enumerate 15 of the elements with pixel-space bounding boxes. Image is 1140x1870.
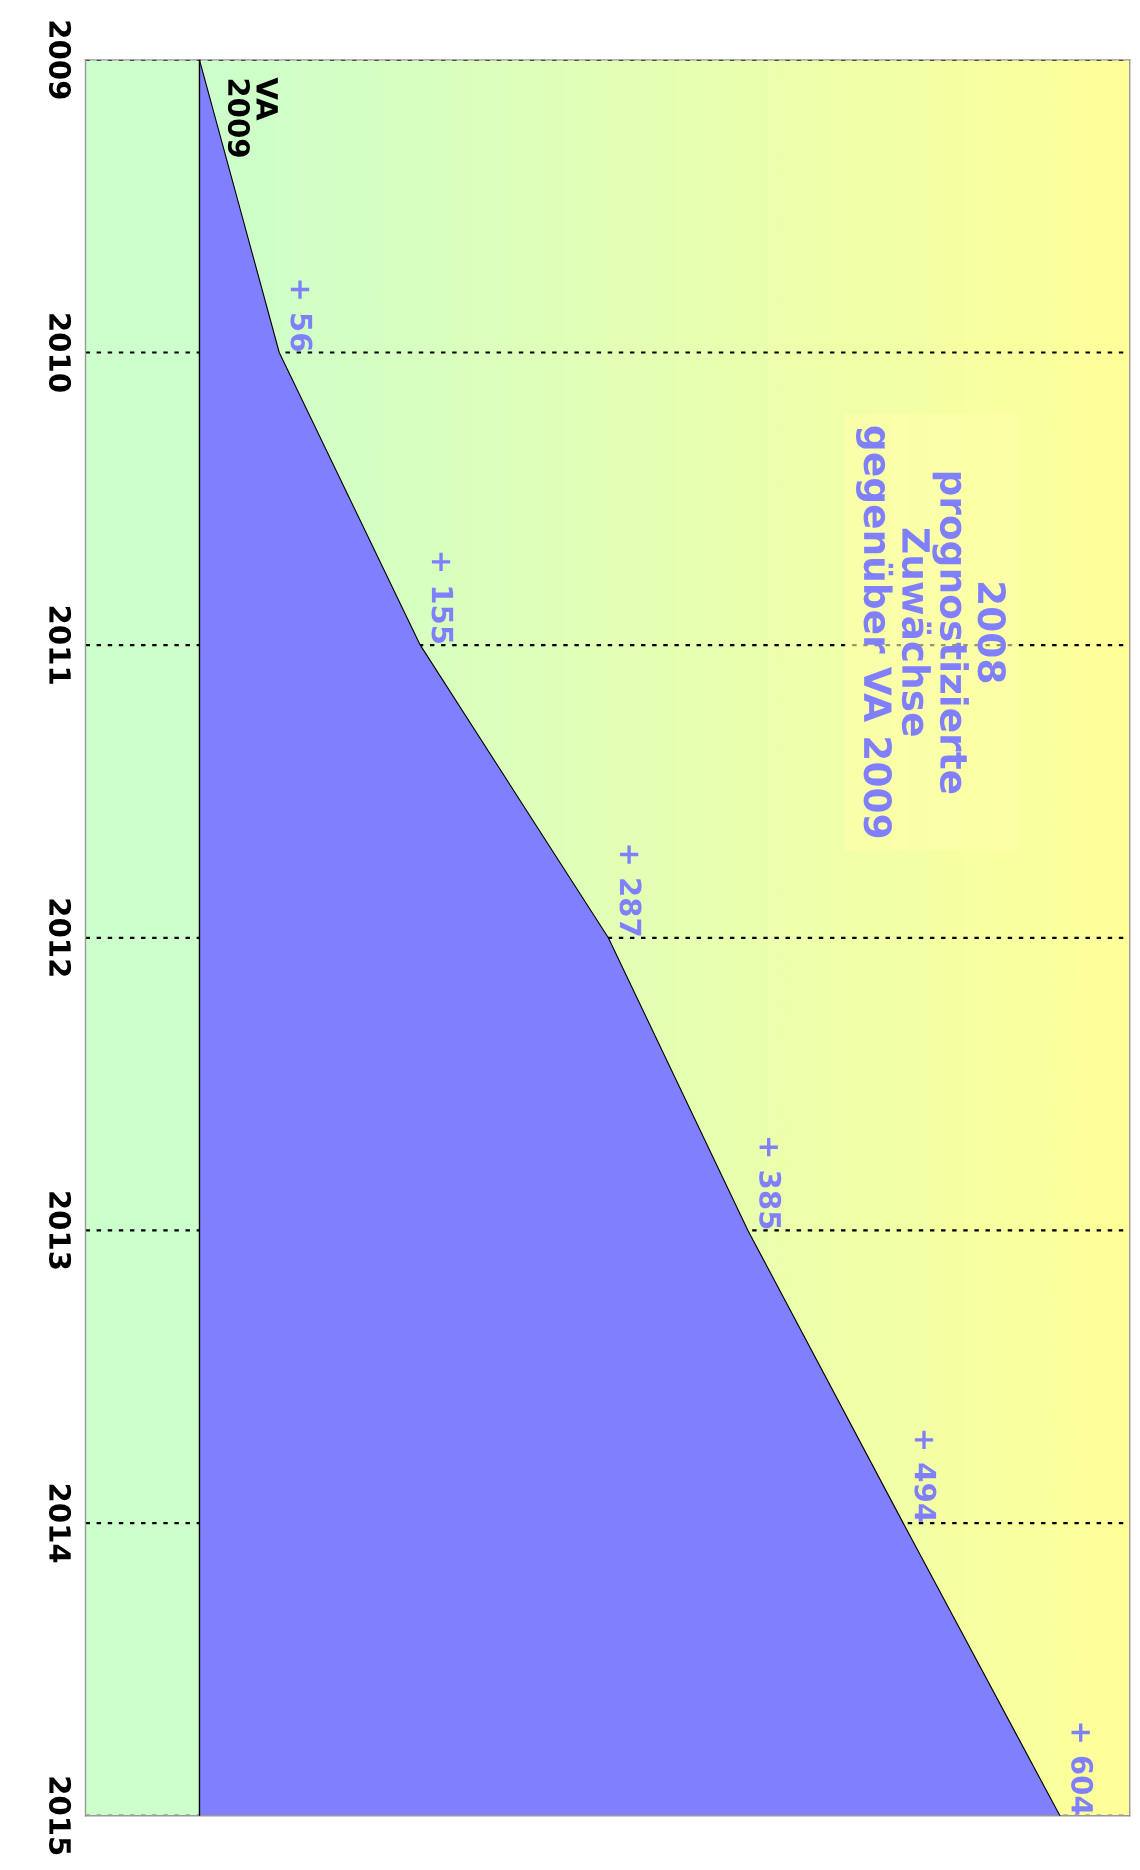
y-tick-label: 2014 bbox=[49, 1484, 72, 1563]
data-label: + 155 bbox=[431, 552, 454, 644]
data-label: + 287 bbox=[619, 845, 642, 936]
data-label: + 494 bbox=[914, 1430, 937, 1522]
y-tick-label: 2010 bbox=[49, 314, 72, 392]
data-label: + 604 bbox=[1071, 1723, 1094, 1815]
text: 2008 prognostizierte Zuwächse gegenüber VA 2009 bbox=[856, 426, 1006, 838]
y-tick-label: 2012 bbox=[49, 899, 72, 976]
y-tick-label: 2013 bbox=[49, 1192, 72, 1269]
data-label: + 385 bbox=[759, 1138, 782, 1229]
y-tick-label: 2009 bbox=[49, 21, 72, 99]
annotation: VA 2009 bbox=[227, 77, 278, 157]
data-label: + 56 bbox=[290, 280, 313, 351]
y-tick-label: 2011 bbox=[49, 606, 72, 684]
y-tick-label: 2015 bbox=[49, 1777, 72, 1855]
